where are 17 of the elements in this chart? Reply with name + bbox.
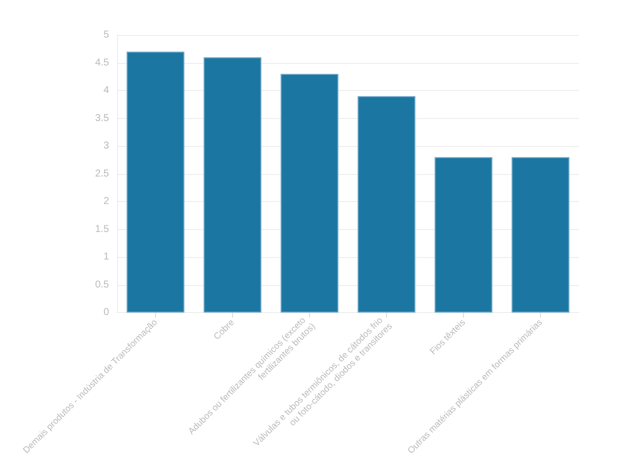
y-tick-label: 3.5 xyxy=(95,112,110,124)
bar xyxy=(512,157,570,313)
bar xyxy=(126,52,184,313)
y-tick-label: 4.5 xyxy=(95,57,110,68)
y-tick-label: 5 xyxy=(103,30,110,40)
y-tick-label: 1 xyxy=(103,252,110,263)
y-tick-label: 4 xyxy=(103,85,110,96)
y-tick-label: 3 xyxy=(103,140,110,152)
y-tick-label: 0.5 xyxy=(95,279,110,290)
bar xyxy=(204,57,262,313)
y-tick-label: 1.5 xyxy=(95,224,110,235)
y-tick-label: 0 xyxy=(103,307,110,318)
y-tick-label: 2 xyxy=(103,196,110,208)
bar xyxy=(434,157,492,313)
y-tick-label: 2.5 xyxy=(95,168,110,180)
bar xyxy=(358,96,416,313)
bar xyxy=(280,74,338,313)
